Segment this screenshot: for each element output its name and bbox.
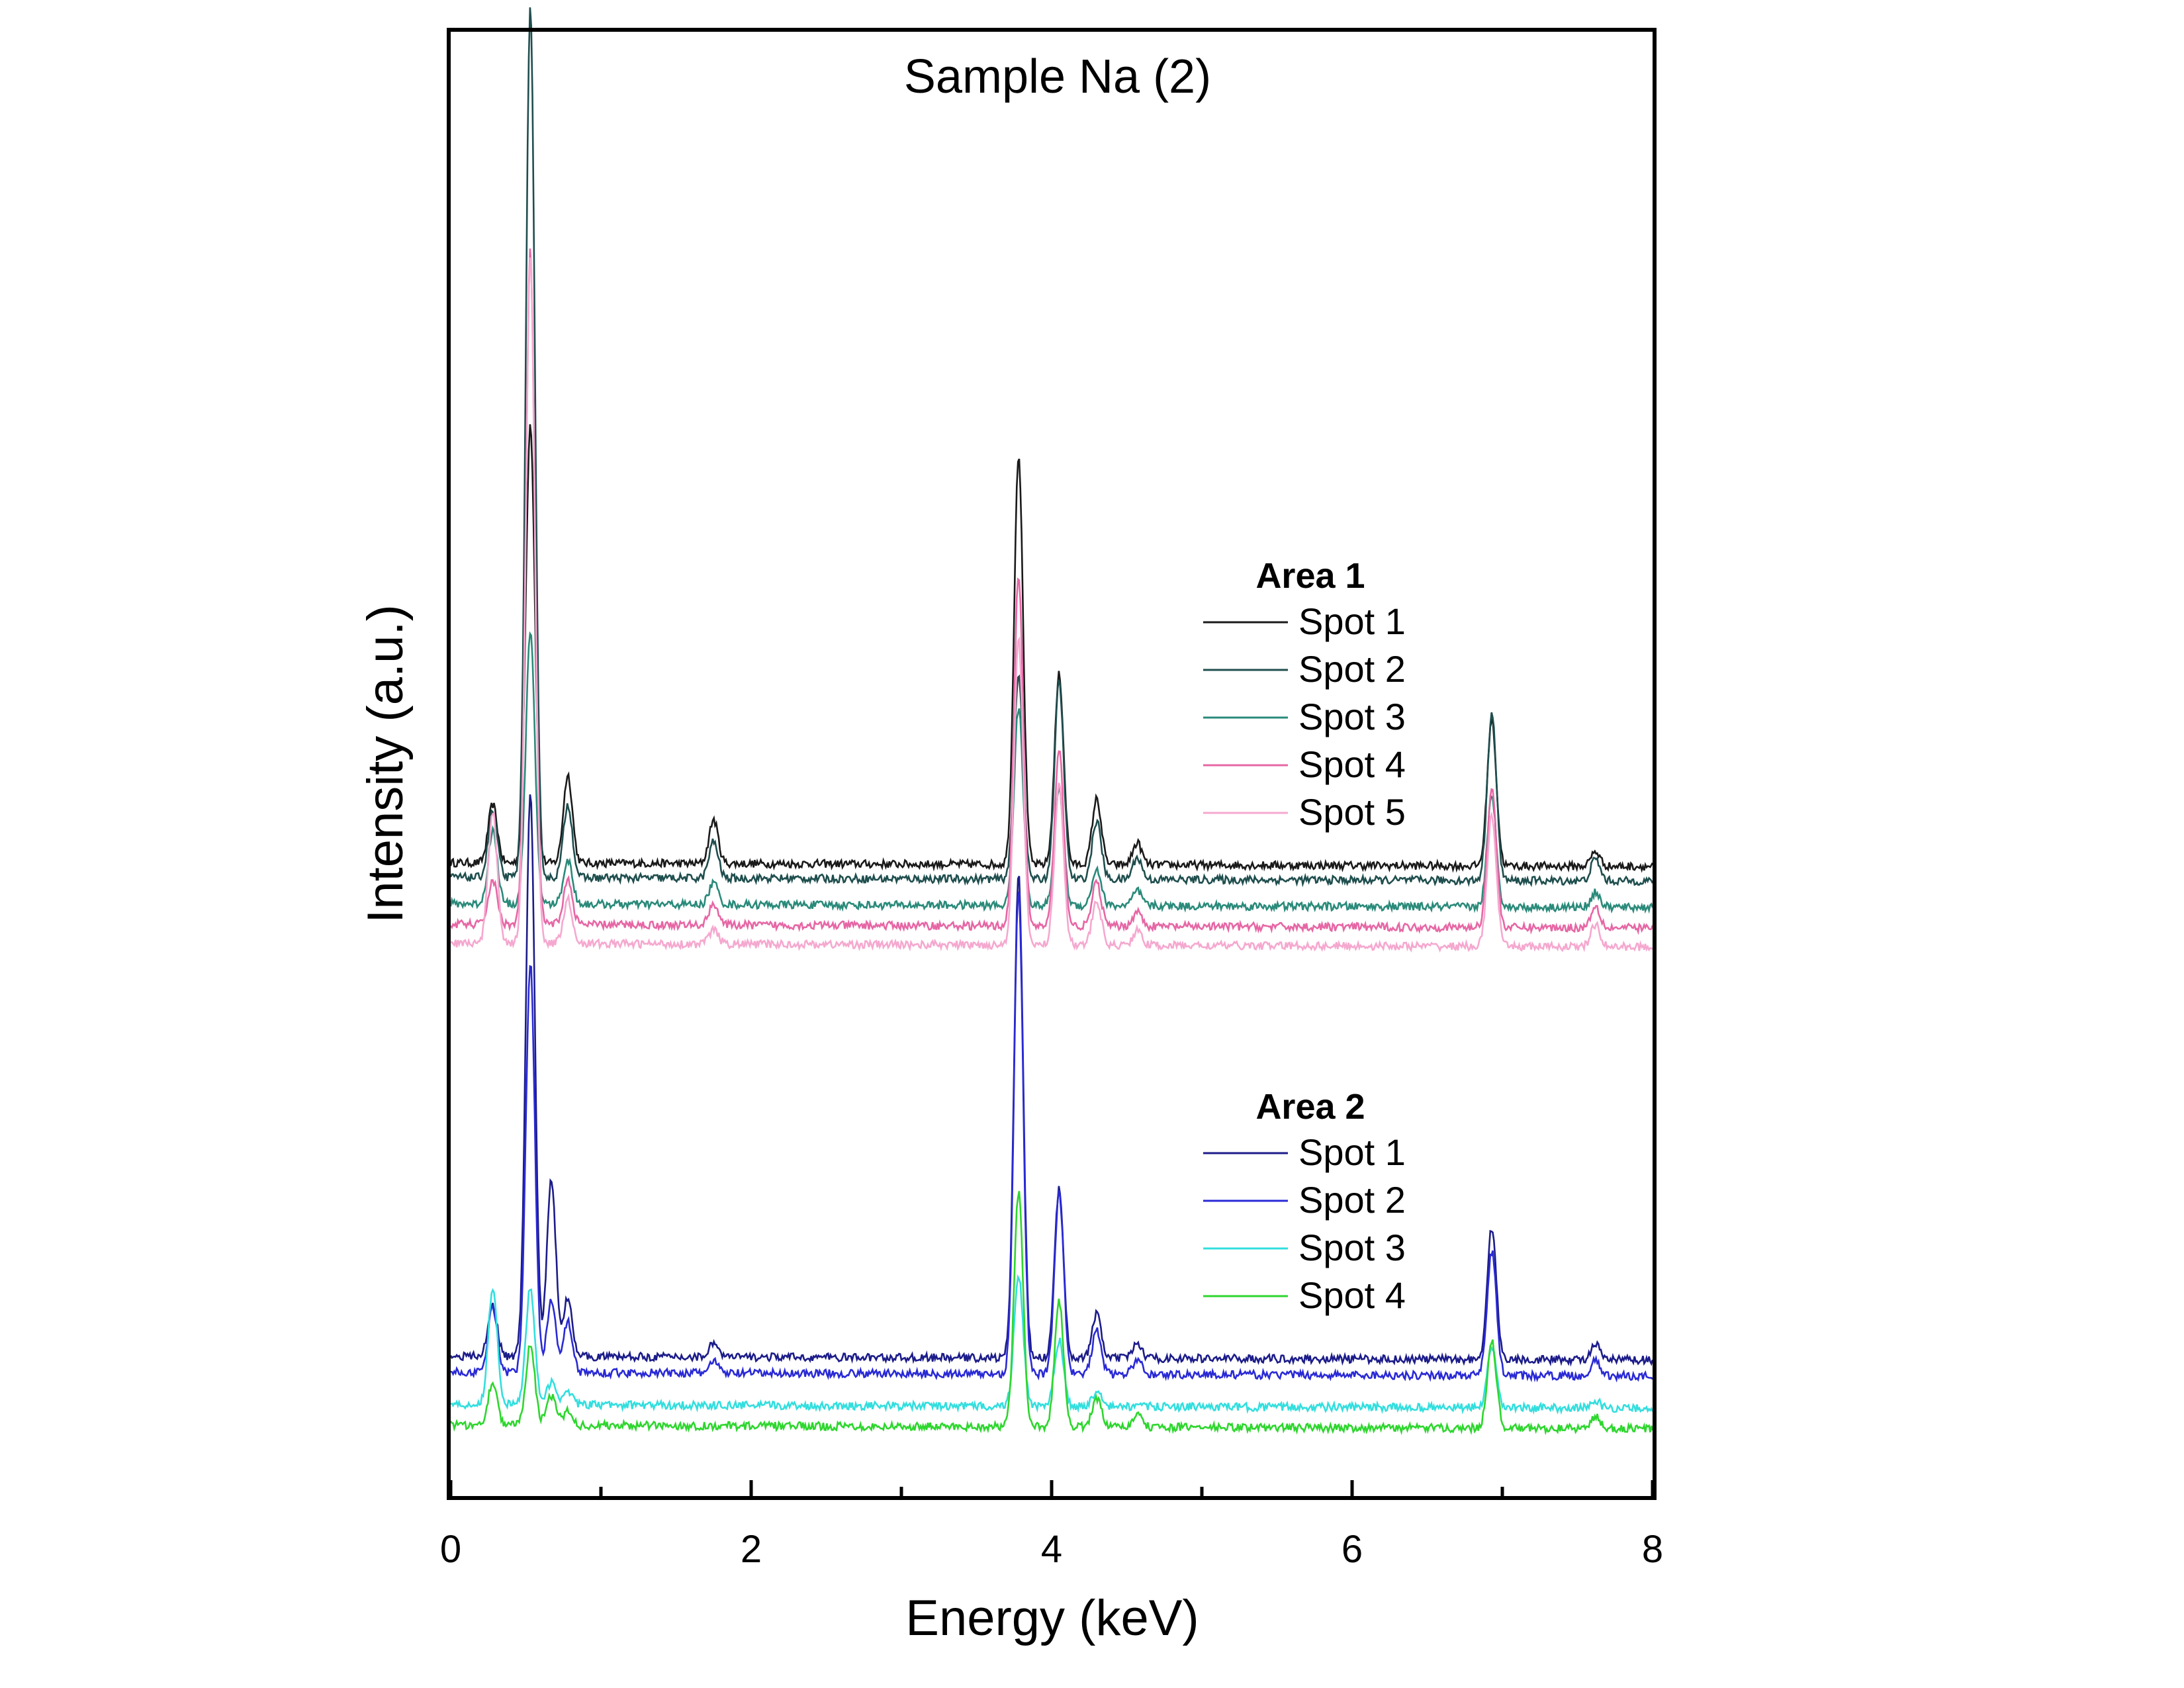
series-line-area-2-spot-2 xyxy=(450,891,1653,1383)
legend-entry-label: Spot 1 xyxy=(1298,1131,1406,1173)
legend-group-title: Area 1 xyxy=(1255,556,1365,596)
series-line-area-1-spot-5 xyxy=(450,257,1653,953)
legend-entry-label: Spot 5 xyxy=(1298,791,1406,833)
x-axis-ticks xyxy=(449,1480,1655,1496)
series-line-area-1-spot-2 xyxy=(449,7,1654,888)
chart-title: Sample Na (2) xyxy=(904,50,1211,103)
legend-entry-label: Spot 2 xyxy=(1298,648,1406,690)
series-line-area-1-spot-4 xyxy=(449,248,1654,935)
x-tick-label: 6 xyxy=(1342,1528,1363,1571)
x-axis-tick-labels: 0 2 4 6 8 xyxy=(440,1528,1663,1571)
x-tick-label: 2 xyxy=(741,1528,762,1571)
series-layer xyxy=(449,7,1654,1436)
legend-group-title: Area 2 xyxy=(1255,1087,1365,1127)
legend-entry-label: Spot 3 xyxy=(1298,696,1406,737)
x-tick-label: 4 xyxy=(1041,1528,1062,1571)
legend-entry-label: Spot 4 xyxy=(1298,743,1406,785)
x-axis-label: Energy (keV) xyxy=(905,1590,1199,1646)
y-axis-label: Intensity (a.u.) xyxy=(357,604,414,923)
x-tick-label: 8 xyxy=(1642,1528,1663,1571)
legend-entry-label: Spot 2 xyxy=(1298,1179,1406,1221)
legend-entry-label: Spot 1 xyxy=(1298,600,1406,642)
legend-entry-label: Spot 3 xyxy=(1298,1227,1406,1268)
legend-entry-label: Spot 4 xyxy=(1298,1274,1406,1316)
plot-frame xyxy=(447,28,1657,1500)
x-tick-label: 0 xyxy=(440,1528,461,1571)
series-line-area-2-spot-4 xyxy=(449,1191,1654,1436)
